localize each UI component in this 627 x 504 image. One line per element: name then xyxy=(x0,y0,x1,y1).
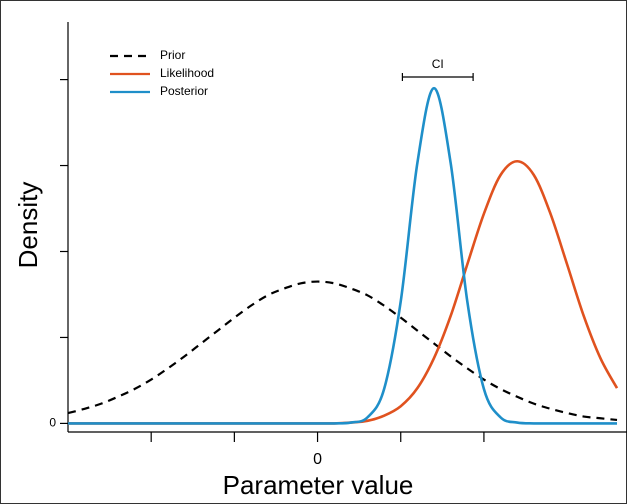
series-line xyxy=(67,280,618,422)
legend-label: Likelihood xyxy=(160,66,214,80)
legend-label: Prior xyxy=(160,48,185,62)
series-line xyxy=(67,86,618,425)
x-axis-title: Parameter value xyxy=(223,470,414,500)
ci-label: CI xyxy=(432,57,444,71)
series-line xyxy=(67,159,619,425)
y-tick-label: 0 xyxy=(49,416,56,430)
x-tick-label: 0 xyxy=(313,451,322,468)
legend-label: Posterior xyxy=(160,84,208,98)
y-axis-title: Density xyxy=(13,182,43,269)
